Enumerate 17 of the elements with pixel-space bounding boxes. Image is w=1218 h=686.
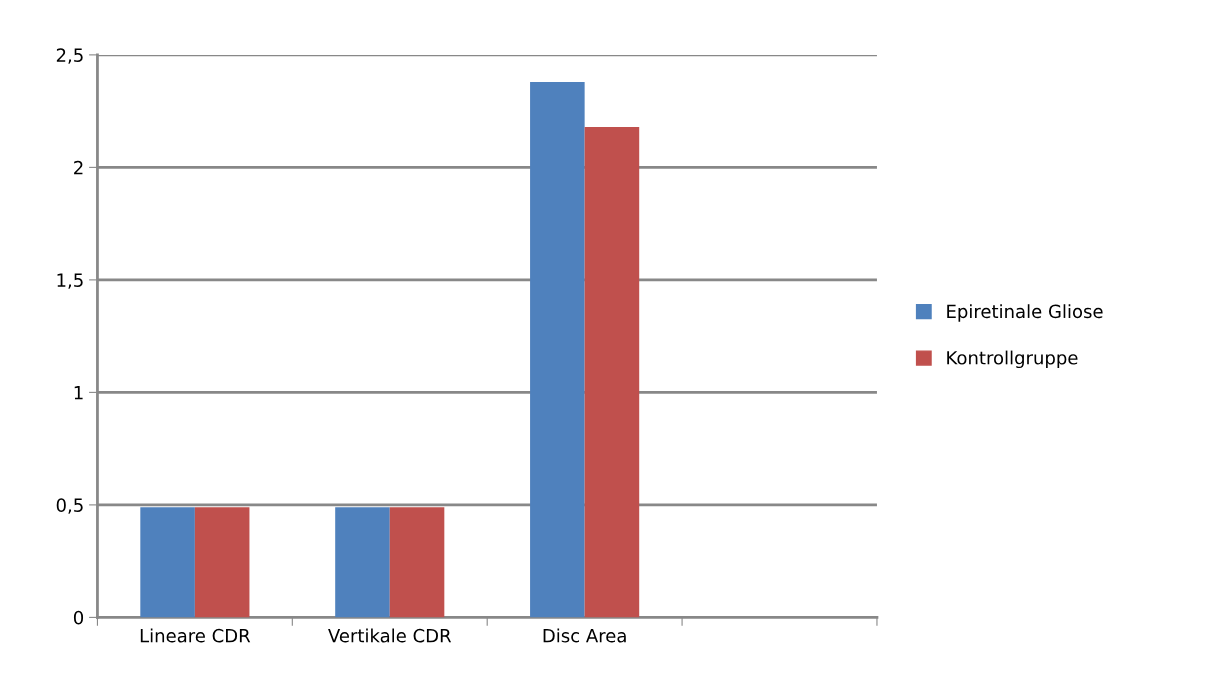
y-tick-label: 1,5 xyxy=(57,273,83,289)
y-tick-label: 0,5 xyxy=(56,498,83,514)
legend-label: Epiretinale Gliose xyxy=(947,304,1103,322)
y-tick-label: 2,5 xyxy=(56,48,83,64)
x-tick-label: Vertikale CDR xyxy=(328,628,452,643)
y-tick-label: 1 xyxy=(74,386,83,400)
bar xyxy=(530,81,585,618)
bar xyxy=(389,507,445,618)
bar xyxy=(584,126,640,618)
x-tick-label: Lineare CDR xyxy=(140,628,251,643)
legend-label: Kontrollgruppe xyxy=(947,350,1078,369)
bar xyxy=(140,507,195,618)
bar xyxy=(335,507,390,618)
bar xyxy=(194,507,250,618)
x-tick-label: Disc Area xyxy=(543,628,626,643)
y-tick-label: 0 xyxy=(73,610,84,625)
y-tick-label: 2 xyxy=(74,160,83,175)
